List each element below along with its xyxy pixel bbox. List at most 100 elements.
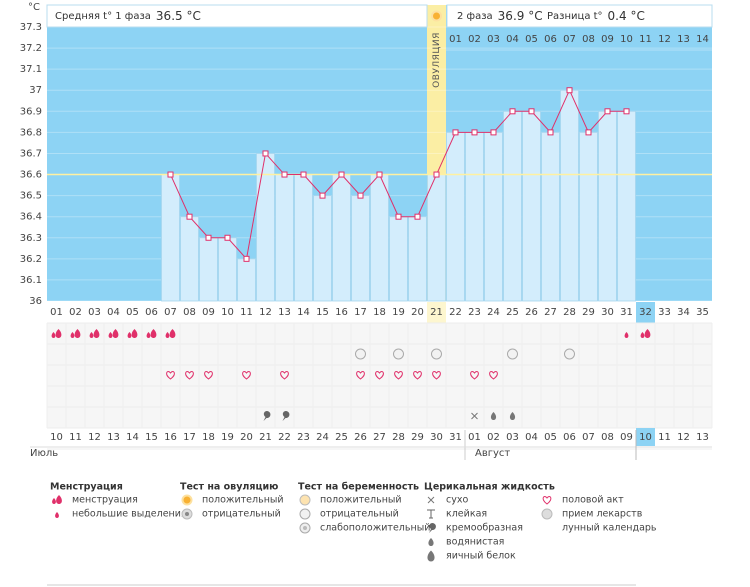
temperature-column: [351, 195, 370, 302]
temperature-column: [199, 237, 218, 302]
day-row-background: [47, 302, 712, 323]
legend-item: положительный: [320, 495, 402, 506]
today-date-cell: [636, 428, 655, 446]
test-icon: [185, 512, 189, 516]
month-label: Июль: [30, 448, 58, 459]
post-ovulation-day: 09: [601, 34, 614, 45]
drop-icon: [640, 332, 645, 338]
temperature-marker: [186, 213, 193, 220]
cycle-day: 01: [50, 307, 63, 318]
y-tick-label: 37: [29, 85, 42, 96]
temperature-marker: [623, 108, 630, 115]
post-ovulation-day: 07: [563, 34, 576, 45]
heart-icon: [166, 371, 175, 380]
post-ovulation-day: 14: [696, 34, 709, 45]
temperature-marker: [471, 129, 478, 136]
temperature-marker: [281, 171, 288, 178]
temperature-column: [617, 110, 636, 302]
phase1-header: Средняя t° 1 фаза 36.5 °C: [55, 9, 201, 23]
drop-icon: [509, 412, 516, 420]
temperature-column: [180, 216, 199, 302]
y-tick-label: 36.2: [20, 254, 42, 265]
cycle-day: 29: [582, 307, 595, 318]
temperature-marker: [604, 108, 611, 115]
temperature-column: [313, 195, 332, 302]
legend-item: слабоположительный: [320, 523, 430, 534]
date: 13: [107, 432, 120, 443]
temperature-marker: [452, 129, 459, 136]
post-ovulation-day: 13: [677, 34, 690, 45]
date: 29: [411, 432, 424, 443]
drop-icon: [51, 332, 56, 338]
cycle-day: 05: [126, 307, 139, 318]
heart-icon: [204, 371, 213, 380]
ovulation-label: ОВУЛЯЦИЯ: [432, 32, 442, 88]
cycle-day: 17: [354, 307, 367, 318]
date: 22: [278, 432, 291, 443]
post-ovulation-day: 05: [525, 34, 538, 45]
drop-icon: [93, 329, 100, 338]
temperature-column: [503, 110, 522, 302]
temperature-marker: [205, 234, 212, 241]
date: 20: [240, 432, 253, 443]
temperature-column: [389, 216, 408, 302]
temperature-marker: [528, 108, 535, 115]
date: 27: [373, 432, 386, 443]
post-ovulation-day: 10: [620, 34, 633, 45]
test-icon: [355, 348, 366, 360]
drop-icon: [55, 329, 62, 338]
temperature-marker: [547, 129, 554, 136]
date: 12: [677, 432, 690, 443]
phase2-avg: 36.9 °C: [498, 9, 543, 23]
phase2-header: 2 фаза 36.9 °C: [457, 9, 543, 23]
temperature-marker: [338, 171, 345, 178]
test-icon: [299, 508, 311, 520]
drop-icon: [74, 329, 81, 338]
date: 18: [202, 432, 215, 443]
date: 14: [126, 432, 139, 443]
date: 26: [354, 432, 367, 443]
date: 11: [69, 432, 82, 443]
legend-title: Менструация: [50, 482, 123, 493]
plot: ОВУЛЯЦИЯ: [47, 10, 712, 262]
phase1-label: Средняя t° 1 фаза: [55, 11, 151, 22]
cycle-day: 27: [544, 307, 557, 318]
drop-icon: [644, 329, 651, 338]
drop-icon: [56, 495, 62, 504]
legend-item: менструация: [72, 495, 138, 506]
temperature-column: [522, 110, 541, 302]
post-ovulation-day: 08: [582, 34, 595, 45]
legend-title: Церикальная жидкость: [424, 482, 555, 493]
cycle-day: 12: [259, 307, 272, 318]
heart-icon: [280, 371, 289, 380]
temperature-marker: [319, 192, 326, 199]
cycle-day: 20: [411, 307, 424, 318]
phase1-avg: 36.5 °C: [156, 9, 201, 23]
cycle-day: 34: [677, 307, 690, 318]
date: 03: [506, 432, 519, 443]
heart-icon: [542, 496, 552, 505]
test-icon: [303, 526, 307, 530]
temperature-marker: [357, 192, 364, 199]
temperature-column: [294, 174, 313, 302]
y-tick-label: 36.6: [20, 170, 42, 181]
cycle-day: 07: [164, 307, 177, 318]
cycle-day: 14: [297, 307, 310, 318]
date: 07: [582, 432, 595, 443]
cycle-day: 25: [506, 307, 519, 318]
dry-icon: [471, 412, 478, 420]
legend-item: кремообразная: [446, 523, 523, 534]
cycle-day: 22: [449, 307, 462, 318]
test-icon: [507, 348, 518, 360]
test-icon: [393, 348, 404, 360]
cycle-day: 23: [468, 307, 481, 318]
date: 17: [183, 432, 196, 443]
legend-item: лунный календарь: [562, 523, 657, 534]
moon-icon: [544, 523, 549, 533]
date: 04: [525, 432, 538, 443]
cycle-day: 02: [69, 307, 82, 318]
drop-icon: [624, 332, 629, 338]
cycle-day: 19: [392, 307, 405, 318]
